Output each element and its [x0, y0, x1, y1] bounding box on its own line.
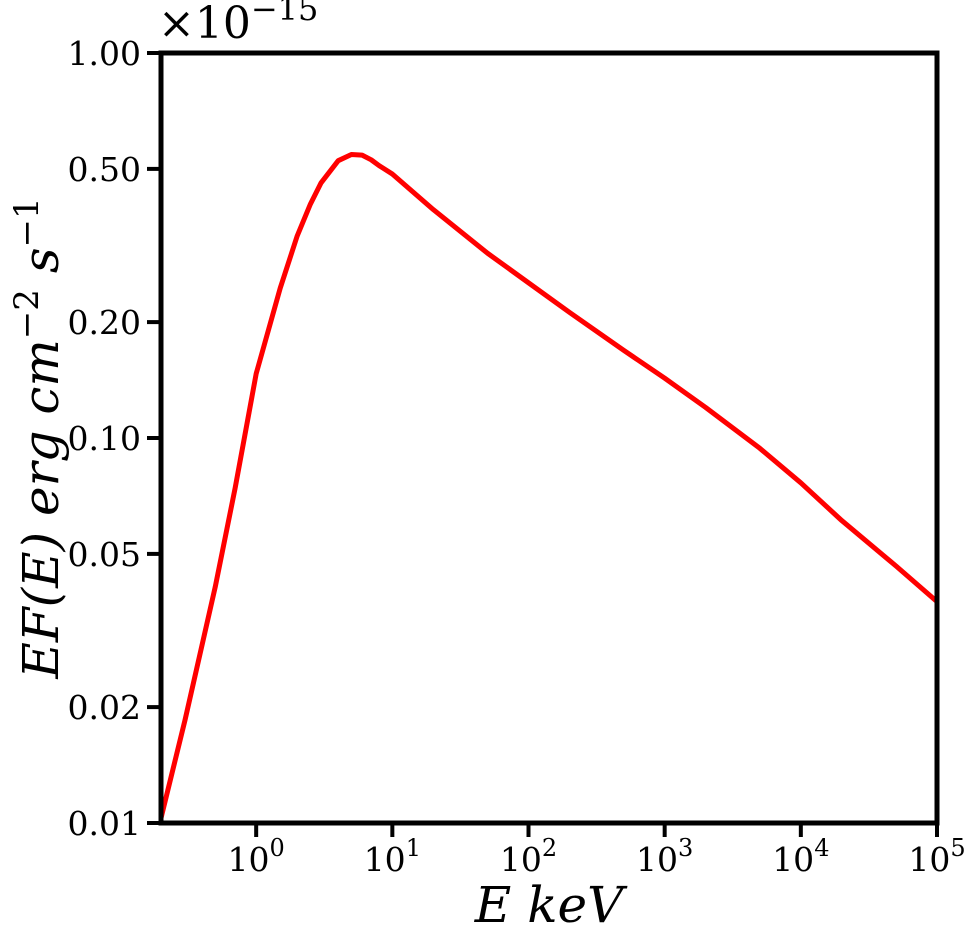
y-tick-label: 0.02: [68, 688, 141, 727]
plot-frame: [158, 50, 940, 826]
y-tick-label: 0.20: [68, 303, 141, 342]
x-tick-exp: 2: [542, 834, 557, 862]
y-label-exp2: −1: [7, 197, 47, 247]
y-label-mid: s: [12, 248, 70, 290]
x-tick-label: 102: [500, 834, 557, 879]
x-tick-exp: 3: [678, 834, 693, 862]
y-axis-multiplier: ×10−15: [158, 0, 318, 49]
x-tick-label: 100: [228, 834, 285, 879]
x-axis-label: E keV: [474, 876, 628, 934]
x-axis-ticks: 100 101 102 103 104 105: [228, 823, 966, 879]
x-tick-base: 10: [364, 840, 406, 879]
y-axis-label: EF(E) erg cm−2 s−1: [7, 197, 70, 679]
x-tick-exp: 5: [950, 834, 965, 862]
y-label-prefix: EF(E) erg cm: [12, 339, 70, 679]
series-line: [158, 152, 940, 821]
x-tick-exp: 0: [270, 834, 285, 862]
x-tick-label: 103: [636, 834, 693, 879]
y-tick-label: 0.05: [68, 535, 141, 574]
y-tick-label: 1.00: [68, 34, 141, 73]
y-tick-label: 0.10: [68, 419, 141, 458]
y-tick-label: 0.01: [68, 804, 141, 843]
y-multiplier-base: ×10: [158, 0, 251, 49]
x-tick-exp: 1: [406, 834, 421, 862]
series-layer: [158, 152, 940, 821]
x-tick-exp: 4: [814, 834, 829, 862]
y-axis-ticks: 0.01 0.02 0.05 0.10 0.20 0.50 1.00: [68, 34, 161, 843]
y-tick-label: 0.50: [68, 150, 141, 189]
x-tick-label: 105: [908, 834, 965, 879]
x-tick-label: 101: [364, 834, 421, 879]
x-tick-base: 10: [772, 840, 814, 879]
x-tick-base: 10: [228, 840, 270, 879]
y-label-exp1: −2: [7, 289, 47, 339]
x-tick-base: 10: [908, 840, 950, 879]
y-multiplier-exponent: −15: [251, 0, 319, 28]
x-tick-base: 10: [500, 840, 542, 879]
x-tick-label: 104: [772, 834, 829, 879]
x-tick-base: 10: [636, 840, 678, 879]
